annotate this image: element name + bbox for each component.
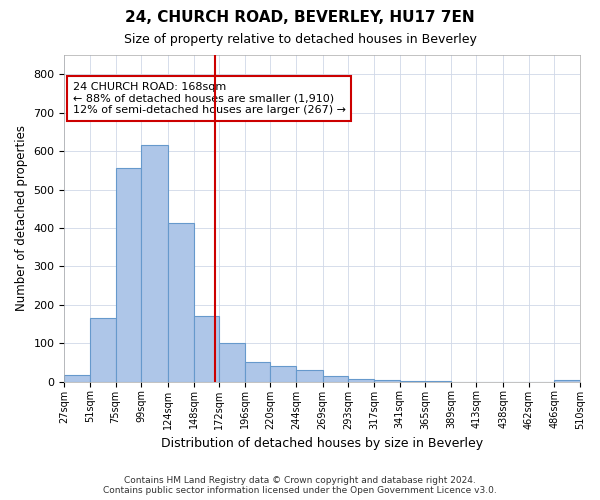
Bar: [219, 343, 245, 382]
Bar: [323, 376, 349, 382]
Bar: [64, 374, 90, 382]
Bar: [271, 366, 296, 382]
Bar: [141, 144, 168, 382]
Bar: [90, 318, 116, 382]
Bar: [116, 168, 141, 382]
Text: 24, CHURCH ROAD, BEVERLEY, HU17 7EN: 24, CHURCH ROAD, BEVERLEY, HU17 7EN: [125, 10, 475, 25]
Bar: [245, 362, 271, 382]
Bar: [194, 316, 219, 382]
Text: Size of property relative to detached houses in Beverley: Size of property relative to detached ho…: [124, 32, 476, 46]
Text: Contains HM Land Registry data © Crown copyright and database right 2024.
Contai: Contains HM Land Registry data © Crown c…: [103, 476, 497, 495]
X-axis label: Distribution of detached houses by size in Beverley: Distribution of detached houses by size …: [161, 437, 483, 450]
Y-axis label: Number of detached properties: Number of detached properties: [15, 126, 28, 312]
Bar: [400, 381, 425, 382]
Bar: [554, 380, 580, 382]
Text: 24 CHURCH ROAD: 168sqm
← 88% of detached houses are smaller (1,910)
12% of semi-: 24 CHURCH ROAD: 168sqm ← 88% of detached…: [73, 82, 346, 115]
Bar: [168, 223, 194, 382]
Bar: [349, 378, 374, 382]
Bar: [296, 370, 323, 382]
Bar: [374, 380, 400, 382]
